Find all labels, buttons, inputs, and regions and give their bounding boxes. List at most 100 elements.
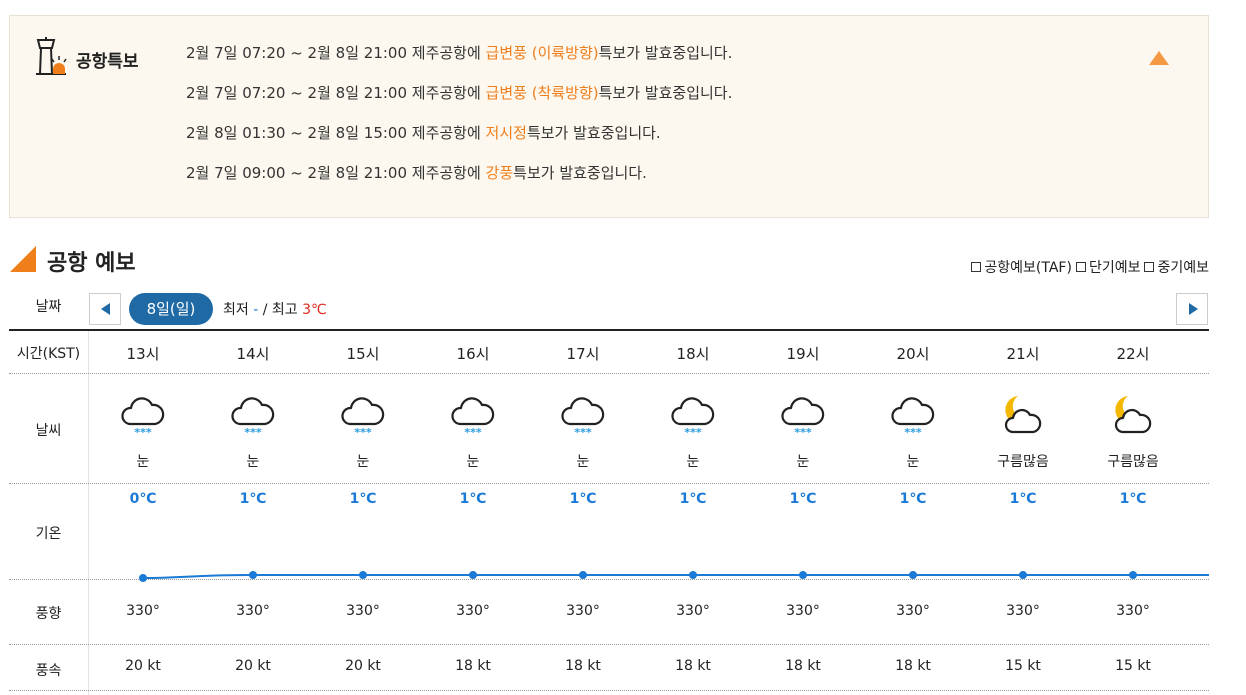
svg-text:***: ***: [794, 426, 812, 438]
warning-type: 급변풍 (이륙방향): [485, 44, 599, 62]
next-date-button[interactable]: [1176, 293, 1208, 325]
wind-direction-cell: 330°: [896, 603, 930, 619]
temperature-point: [359, 571, 367, 579]
collapse-toggle-button[interactable]: [1148, 49, 1170, 67]
selected-date-pill[interactable]: 8일(일): [129, 293, 213, 325]
time-cell: 19시: [786, 345, 820, 363]
temperature-label: 1℃: [459, 491, 487, 507]
wind-speed-cell: 18 kt: [565, 658, 601, 674]
snow-cloud-icon: ***: [228, 392, 278, 442]
wind-speed-cell: 18 kt: [785, 658, 821, 674]
wind-direction-cell: 330°: [456, 603, 490, 619]
wind-direction-cell: 330°: [566, 603, 600, 619]
temperature-point: [579, 571, 587, 579]
svg-text:***: ***: [464, 426, 482, 438]
arrow-right-icon: [1189, 303, 1198, 315]
warning-title: 공항특보: [76, 51, 139, 72]
wind-direction-cell: 330°: [1006, 603, 1040, 619]
checkbox-icon: [1144, 262, 1155, 272]
weather-text-cell: 눈: [906, 454, 920, 470]
warning-title-wrap: 공항특보: [32, 36, 139, 82]
table-top-border: [9, 329, 1209, 331]
svg-text:***: ***: [574, 426, 592, 438]
snow-cloud-icon: ***: [448, 392, 498, 442]
warning-line: 2월 8일 01:30 ~ 2월 8일 15:00 제주공항에 저시정특보가 발…: [186, 124, 661, 142]
svg-text:***: ***: [244, 426, 262, 438]
warning-type: 강풍: [485, 164, 514, 182]
wind-speed-cell: 18 kt: [895, 658, 931, 674]
min-temp-value: -: [253, 302, 259, 318]
weather-text-cell: 눈: [246, 454, 260, 470]
forecast-title: 공항 예보: [47, 251, 136, 276]
legend-taf[interactable]: 공항예보(TAF): [971, 257, 1072, 277]
wind-speed-cell: 15 kt: [1115, 658, 1151, 674]
snow-cloud-icon: ***: [338, 392, 388, 442]
warning-type: 저시정: [485, 124, 527, 142]
temperature-point: [799, 571, 807, 579]
time-cell: 22시: [1116, 345, 1150, 363]
forecast-type-legend: 공항예보(TAF) 단기예보 중기예보: [967, 257, 1209, 277]
temperature-point: [139, 574, 147, 582]
time-cell: 20시: [896, 345, 930, 363]
temperature-label: 1℃: [1009, 491, 1037, 507]
triangle-up-icon: [1149, 51, 1169, 65]
legend-short-term[interactable]: 단기예보: [1075, 257, 1140, 277]
time-cell: 15시: [346, 345, 380, 363]
temperature-series-line: [142, 574, 1209, 579]
svg-text:***: ***: [134, 426, 152, 438]
row-divider: [9, 690, 1209, 691]
warning-line: 2월 7일 09:00 ~ 2월 8일 21:00 제주공항에 강풍특보가 발효…: [186, 164, 647, 182]
warning-lines: 2월 7일 07:20 ~ 2월 8일 21:00 제주공항에 급변풍 (이륙방…: [186, 43, 732, 203]
temperature-label: 1℃: [349, 491, 377, 507]
wind-speed-cell: 18 kt: [675, 658, 711, 674]
date-row-label: 날짜: [35, 299, 62, 315]
wind-direction-cell: 330°: [236, 603, 270, 619]
checkbox-icon: [971, 262, 982, 272]
forecast-section-header: 공항 예보: [9, 245, 136, 277]
wind-speed-cell: 18 kt: [455, 658, 491, 674]
temperature-label: 1℃: [679, 491, 707, 507]
wind-direction-cell: 330°: [676, 603, 710, 619]
snow-cloud-icon: ***: [778, 392, 828, 442]
weather-text-cell: 눈: [576, 454, 590, 470]
temperature-label: 1℃: [899, 491, 927, 507]
temperature-point: [1019, 571, 1027, 579]
time-cell: 17시: [566, 345, 600, 363]
temperature-point: [1129, 571, 1137, 579]
temperature-label: 1℃: [239, 491, 267, 507]
snow-cloud-icon: ***: [888, 392, 938, 442]
time-cell: 21시: [1006, 345, 1040, 363]
weather-text-cell: 눈: [136, 454, 150, 470]
orange-corner-triangle-icon: [9, 245, 37, 277]
svg-text:***: ***: [904, 426, 922, 438]
warning-line: 2월 7일 07:20 ~ 2월 8일 21:00 제주공항에 급변풍 (착륙방…: [186, 84, 733, 102]
row-label-wind-direction: 풍향: [35, 606, 62, 622]
airport-warning-panel: 공항특보 2월 7일 07:20 ~ 2월 8일 21:00 제주공항에 급변풍…: [9, 15, 1209, 218]
row-divider: [9, 483, 1209, 484]
snow-cloud-icon: ***: [668, 392, 718, 442]
wind-direction-cell: 330°: [346, 603, 380, 619]
row-divider: [9, 644, 1209, 645]
previous-date-button[interactable]: [89, 293, 121, 325]
temperature-point: [469, 571, 477, 579]
svg-text:***: ***: [684, 426, 702, 438]
snow-cloud-icon: ***: [118, 392, 168, 442]
row-label-time: 시간(KST): [16, 346, 81, 362]
arrow-left-icon: [101, 303, 110, 315]
temperature-point: [689, 571, 697, 579]
legend-mid-term[interactable]: 중기예보: [1144, 257, 1209, 277]
time-cell: 16시: [456, 345, 490, 363]
moon-cloud-icon: [1108, 392, 1158, 442]
snow-cloud-icon: ***: [558, 392, 608, 442]
temperature-point: [249, 571, 257, 579]
weather-text-cell: 눈: [796, 454, 810, 470]
row-label-temp: 기온: [35, 526, 62, 542]
row-label-weather: 날씨: [35, 423, 62, 439]
weather-text-cell: 눈: [356, 454, 370, 470]
wind-speed-cell: 20 kt: [125, 658, 161, 674]
time-cell: 18시: [676, 345, 710, 363]
wind-direction-cell: 330°: [126, 603, 160, 619]
weather-text-cell: 눈: [686, 454, 700, 470]
temperature-label: 1℃: [1119, 491, 1147, 507]
